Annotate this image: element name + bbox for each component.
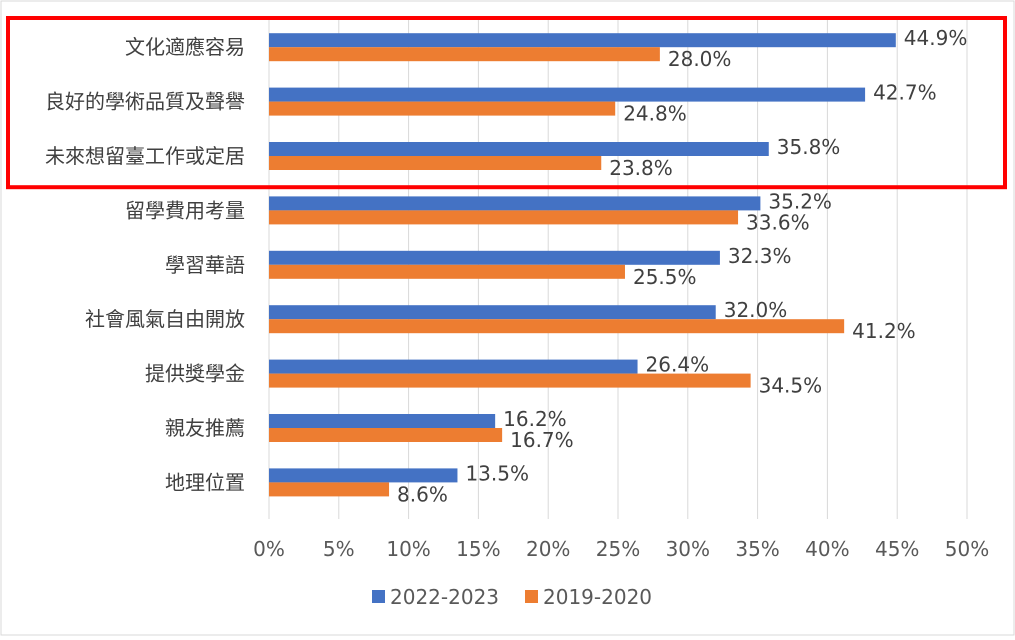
- category-label: 提供獎學金: [145, 362, 245, 386]
- data-label: 34.5%: [759, 374, 823, 398]
- category-label: 學習華語: [165, 253, 245, 277]
- bar-2019-2020: [269, 428, 503, 442]
- bar-2022-2023: [269, 33, 896, 48]
- legend-swatch: [525, 590, 538, 603]
- bar-2022-2023: [269, 468, 458, 483]
- x-tick-label: 25%: [596, 537, 640, 561]
- bar-2022-2023: [269, 359, 638, 374]
- bar-2019-2020: [269, 264, 625, 279]
- x-tick-label: 40%: [805, 537, 849, 561]
- bar-2022-2023: [269, 414, 496, 428]
- category-label: 未來想留臺工作或定居: [45, 144, 245, 168]
- x-tick-label: 45%: [875, 537, 919, 561]
- data-label: 8.6%: [397, 482, 448, 506]
- highlight-box: [6, 16, 1007, 190]
- legend-swatch: [372, 590, 385, 603]
- data-label: 41.2%: [852, 319, 916, 343]
- data-label: 25.5%: [633, 265, 697, 289]
- bar-2022-2023: [269, 196, 761, 211]
- bar-2019-2020: [269, 319, 845, 334]
- data-label: 23.8%: [609, 156, 673, 180]
- x-tick-label: 20%: [526, 537, 570, 561]
- category-label: 親友推薦: [165, 416, 245, 440]
- x-tick-label: 15%: [456, 537, 500, 561]
- bar-2019-2020: [269, 373, 751, 388]
- bar-2019-2020: [269, 156, 602, 170]
- x-tick-label: 10%: [386, 537, 430, 561]
- data-label: 42.7%: [873, 81, 937, 105]
- bar-2022-2023: [269, 250, 720, 265]
- legend-label: 2022-2023: [390, 585, 499, 609]
- bar-2019-2020: [269, 210, 739, 225]
- x-tick-label: 50%: [945, 537, 989, 561]
- data-label: 44.9%: [904, 26, 968, 50]
- data-label: 28.0%: [668, 47, 732, 71]
- category-label: 良好的學術品質及聲譽: [45, 90, 245, 114]
- bar-2019-2020: [269, 47, 660, 62]
- data-label: 16.2%: [503, 407, 567, 431]
- bar-2022-2023: [269, 305, 716, 320]
- x-tick-label: 5%: [323, 537, 355, 561]
- bar-2019-2020: [269, 482, 390, 497]
- x-tick-label: 0%: [253, 537, 285, 561]
- data-label: 26.4%: [646, 353, 710, 377]
- data-label: 24.8%: [623, 102, 687, 126]
- category-label: 社會風氣自由開放: [85, 307, 245, 331]
- data-label: 33.6%: [746, 210, 810, 234]
- bar-2019-2020: [269, 101, 616, 116]
- x-tick-label: 35%: [735, 537, 779, 561]
- bar-2022-2023: [269, 142, 769, 156]
- category-label: 文化適應容易: [125, 35, 245, 59]
- data-label: 13.5%: [465, 461, 529, 485]
- x-tick-label: 30%: [666, 537, 710, 561]
- bar-2022-2023: [269, 87, 866, 102]
- legend-label: 2019-2020: [543, 585, 652, 609]
- category-label: 留學費用考量: [125, 198, 245, 222]
- data-label: 32.3%: [728, 244, 792, 268]
- data-label: 16.7%: [510, 428, 574, 452]
- data-label: 35.2%: [768, 189, 832, 213]
- data-label: 32.0%: [724, 298, 788, 322]
- data-label: 35.8%: [777, 135, 841, 159]
- category-label: 地理位置: [165, 470, 245, 494]
